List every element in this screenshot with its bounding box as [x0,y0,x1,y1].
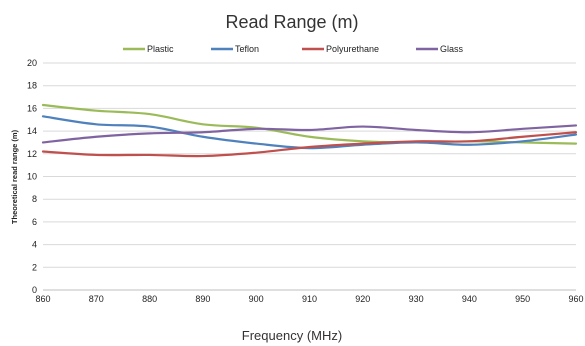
legend-item-glass: Glass [416,44,464,54]
gridlines [43,62,576,268]
series-line-plastic [41,103,578,145]
x-tick-label: 940 [462,294,477,304]
x-tick-label: 870 [89,294,104,304]
series-line-polyurethane [41,131,578,158]
y-tick-label: 12 [27,149,37,159]
series-line-glass [41,124,578,144]
x-tick-label: 860 [35,294,50,304]
y-tick-label: 14 [27,126,37,136]
series-group [41,103,578,158]
x-tick-label: 900 [249,294,264,304]
legend-label: Teflon [235,44,259,54]
y-tick-label: 10 [27,172,37,182]
x-tick-label: 960 [568,294,583,304]
y-tick-label: 8 [32,194,37,204]
x-tick-label: 890 [195,294,210,304]
y-axis-title: Theoretical read range (m) [10,129,19,224]
axes: 0 2 4 6 8 10 12 14 16 18 20 860 870 880 890 900 910 920 93… [27,58,584,304]
y-tick-label: 4 [32,240,37,250]
chart-title: Read Range (m) [225,12,358,32]
legend-item-plastic: Plastic [123,44,174,54]
x-axis-title: Frequency (MHz) [242,328,342,343]
legend-item-polyurethane: Polyurethane [302,44,379,54]
y-tick-label: 0 [32,285,37,295]
legend-label: Plastic [147,44,174,54]
legend-item-teflon: Teflon [211,44,259,54]
x-tick-label: 950 [515,294,530,304]
y-tick-label: 2 [32,262,37,272]
legend: Plastic Teflon Polyurethane Glass [123,44,464,54]
x-tick-label: 920 [355,294,370,304]
y-tick-label: 16 [27,103,37,113]
x-tick-label: 930 [409,294,424,304]
series-line-teflon [41,115,578,150]
x-tick-label: 910 [302,294,317,304]
y-tick-label: 18 [27,81,37,91]
x-tick-label: 880 [142,294,157,304]
y-tick-label: 6 [32,217,37,227]
legend-label: Glass [440,44,464,54]
y-tick-label: 20 [27,58,37,68]
legend-label: Polyurethane [326,44,379,54]
